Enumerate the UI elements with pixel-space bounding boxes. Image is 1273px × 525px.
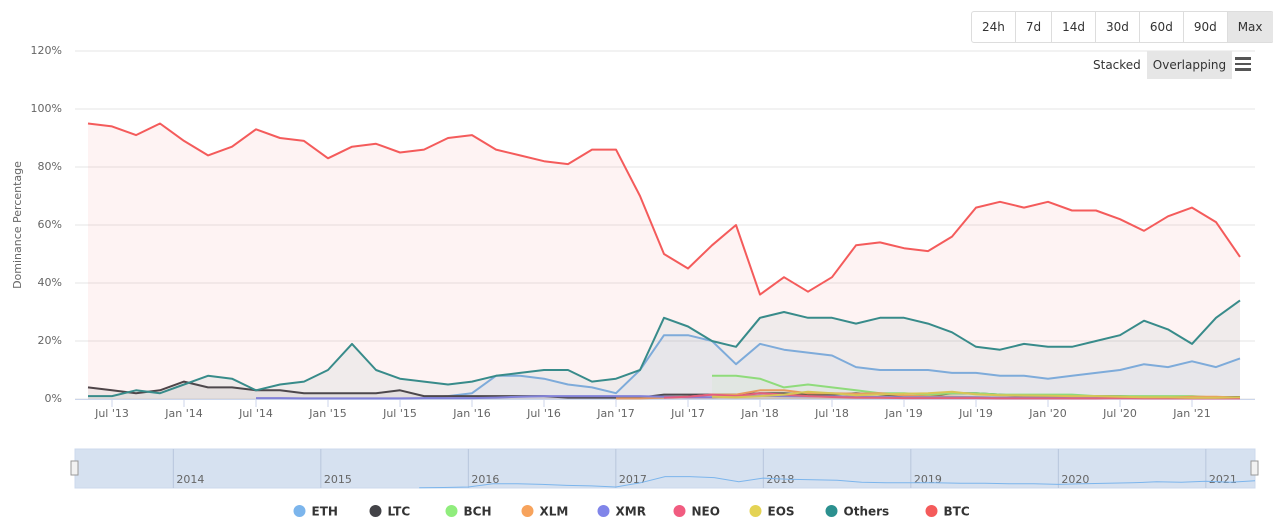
legend-item[interactable]: EOS (749, 505, 795, 519)
legend-symbol (445, 505, 458, 517)
navigator-handle[interactable] (1250, 460, 1259, 476)
range-button[interactable]: 7d (1016, 12, 1053, 42)
legend-item[interactable]: LTC (369, 505, 411, 519)
legend-label: ETH (312, 505, 338, 519)
mode-selector: Stacked Overlapping (1087, 51, 1233, 79)
series-line (88, 299, 1241, 398)
x-tick-label: Jan '17 (596, 407, 634, 420)
series-line (663, 392, 1240, 400)
navigator-tick-label: 2016 (471, 473, 499, 486)
x-tick-label: Jan '15 (308, 407, 346, 420)
y-tick-label: 60% (38, 218, 62, 231)
legend-symbol (369, 505, 382, 517)
legend-item[interactable]: Others (825, 505, 890, 519)
series-area (88, 300, 1240, 399)
series-area (88, 381, 1240, 399)
range-button[interactable]: 30d (1096, 12, 1140, 42)
series-area (424, 335, 1240, 399)
navigator-tick-label: 2015 (324, 473, 352, 486)
navigator-handle[interactable] (70, 460, 79, 476)
navigator-tick-label: 2018 (766, 473, 794, 486)
x-tick-label: Jul '17 (670, 407, 705, 420)
legend-symbol (597, 505, 610, 517)
range-button[interactable]: 60d (1140, 12, 1184, 42)
series-line (711, 390, 1241, 399)
y-tick-label: 100% (31, 102, 62, 115)
mode-button[interactable]: Overlapping (1146, 51, 1233, 79)
legend-label: XMR (616, 505, 646, 519)
series-line (87, 122, 1241, 296)
series-line (423, 334, 1241, 399)
x-tick-label: Jul '20 (1102, 407, 1137, 420)
menu-button[interactable] (1235, 57, 1251, 71)
range-button[interactable]: Max (1227, 12, 1273, 42)
legend-symbol (749, 505, 762, 517)
legend-item[interactable]: XMR (597, 505, 646, 519)
legend-label: BTC (944, 505, 970, 519)
x-tick-label: Jan '20 (1028, 407, 1066, 420)
y-axis-title: Dominance Percentage (11, 161, 24, 289)
series-line (712, 374, 1240, 399)
y-tick-label: 20% (38, 334, 62, 347)
range-button[interactable]: 90d (1184, 12, 1228, 42)
x-tick-label: Jan '21 (1172, 407, 1210, 420)
y-tick-label: 40% (38, 276, 62, 289)
mode-button[interactable]: Stacked (1093, 58, 1141, 72)
y-tick-label: 80% (38, 160, 62, 173)
legend-symbol (825, 505, 838, 517)
x-tick-label: Jul '19 (958, 407, 993, 420)
legend-symbol (673, 505, 686, 517)
navigator-line (419, 476, 1256, 489)
x-tick-label: Jan '19 (884, 407, 922, 420)
x-tick-label: Jan '14 (164, 407, 202, 420)
legend-item[interactable]: BTC (925, 505, 970, 519)
navigator-tick-label: 2021 (1209, 473, 1237, 486)
series-area (88, 123, 1240, 399)
legend-symbol (293, 505, 306, 517)
x-tick-label: Jul '15 (382, 407, 417, 420)
legend-item[interactable]: BCH (445, 505, 492, 519)
y-tick-label: 0% (45, 392, 62, 405)
legend-label: NEO (692, 505, 720, 519)
legend-label: XLM (540, 505, 569, 519)
navigator-tick-label: 2020 (1061, 473, 1089, 486)
legend-label: Others (844, 505, 890, 519)
x-tick-label: Jan '18 (740, 407, 778, 420)
range-button[interactable]: 14d (1052, 12, 1097, 42)
x-tick-label: Jul '18 (814, 407, 849, 420)
x-tick-label: Jul '13 (94, 407, 129, 420)
range-selector: 24h 7d 14d 30d 60d 90d Max (971, 11, 1273, 43)
y-tick-label: 120% (31, 44, 62, 57)
legend-item[interactable]: ETH (293, 505, 338, 519)
navigator-tick-label: 2019 (914, 473, 942, 486)
x-tick-label: Jul '16 (526, 407, 561, 420)
navigator-tick-label: 2014 (176, 473, 204, 486)
legend-symbol (521, 505, 534, 517)
legend-label: LTC (388, 505, 411, 519)
legend-item[interactable]: NEO (673, 505, 720, 519)
series-area (664, 393, 1240, 399)
x-tick-label: Jan '16 (452, 407, 490, 420)
legend-item[interactable]: XLM (521, 505, 569, 519)
x-tick-label: Jul '14 (238, 407, 273, 420)
legend-label: BCH (464, 505, 492, 519)
range-button[interactable]: 24h (972, 12, 1016, 42)
legend-label: EOS (768, 505, 795, 519)
legend-symbol (925, 505, 938, 517)
